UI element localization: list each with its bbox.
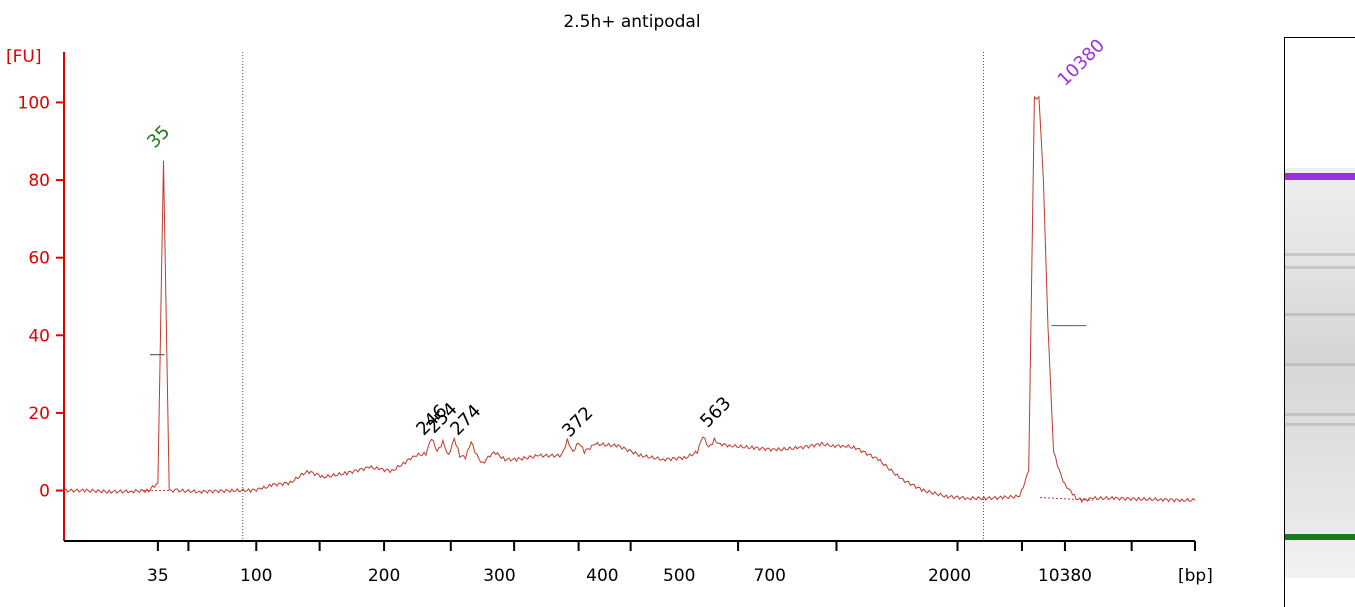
y-tick-label: 20 — [28, 404, 50, 424]
ladder-peak-label: 10380 — [1054, 35, 1109, 90]
axes — [63, 52, 1195, 542]
gel-faint-band — [1285, 266, 1355, 269]
x-tick-label: 500 — [663, 566, 695, 586]
y-tick-label: 0 — [39, 482, 50, 502]
gel-background — [1285, 38, 1355, 168]
y-axis-ticks: 0 20 40 60 80 100 — [18, 93, 64, 502]
x-tick-label: 200 — [368, 566, 400, 586]
x-tick-label: 100 — [240, 566, 272, 586]
gel-faint-band — [1285, 313, 1355, 316]
x-axis-unit-label: [bp] — [1178, 566, 1213, 586]
x-tick-label: 400 — [586, 566, 618, 586]
peak-baseline — [1040, 497, 1094, 501]
gel-faint-band — [1285, 253, 1355, 256]
electropherogram-chart: 2.5h+ antipodal [FU] [bp] 0 20 40 60 80 100 3… — [6, 12, 1213, 586]
ladder-peak-label: 35 — [143, 122, 174, 153]
trace-line — [63, 95, 1196, 504]
y-tick-label: 80 — [28, 171, 50, 191]
gel-faint-band — [1285, 423, 1355, 426]
gel-faint-band — [1285, 413, 1355, 416]
y-tick-label: 60 — [28, 249, 50, 269]
y-axis-unit-label: [FU] — [6, 47, 42, 67]
gel-faint-band — [1285, 363, 1355, 366]
chart-title: 2.5h+ antipodal — [563, 12, 700, 32]
x-axis-ticks: 35 100 200 300 400 500 700 2000 10380 — [147, 541, 1196, 586]
sample-peak-label: 563 — [696, 393, 735, 432]
marker-guide-lines — [242, 52, 985, 541]
gel-smear — [1285, 168, 1355, 578]
gel-lane-image — [1284, 37, 1355, 607]
x-tick-label: 300 — [483, 566, 515, 586]
gel-lower-marker-band — [1285, 534, 1355, 540]
x-tick-label: 35 — [147, 566, 169, 586]
trace-series — [63, 95, 1196, 504]
x-tick-label: 2000 — [928, 566, 971, 586]
x-tick-label: 10380 — [1038, 566, 1092, 586]
y-tick-label: 40 — [28, 326, 50, 346]
gel-upper-marker-band — [1285, 173, 1355, 180]
y-tick-label: 100 — [18, 93, 50, 113]
sample-peak-label: 372 — [558, 403, 597, 442]
x-tick-label: 700 — [754, 566, 786, 586]
